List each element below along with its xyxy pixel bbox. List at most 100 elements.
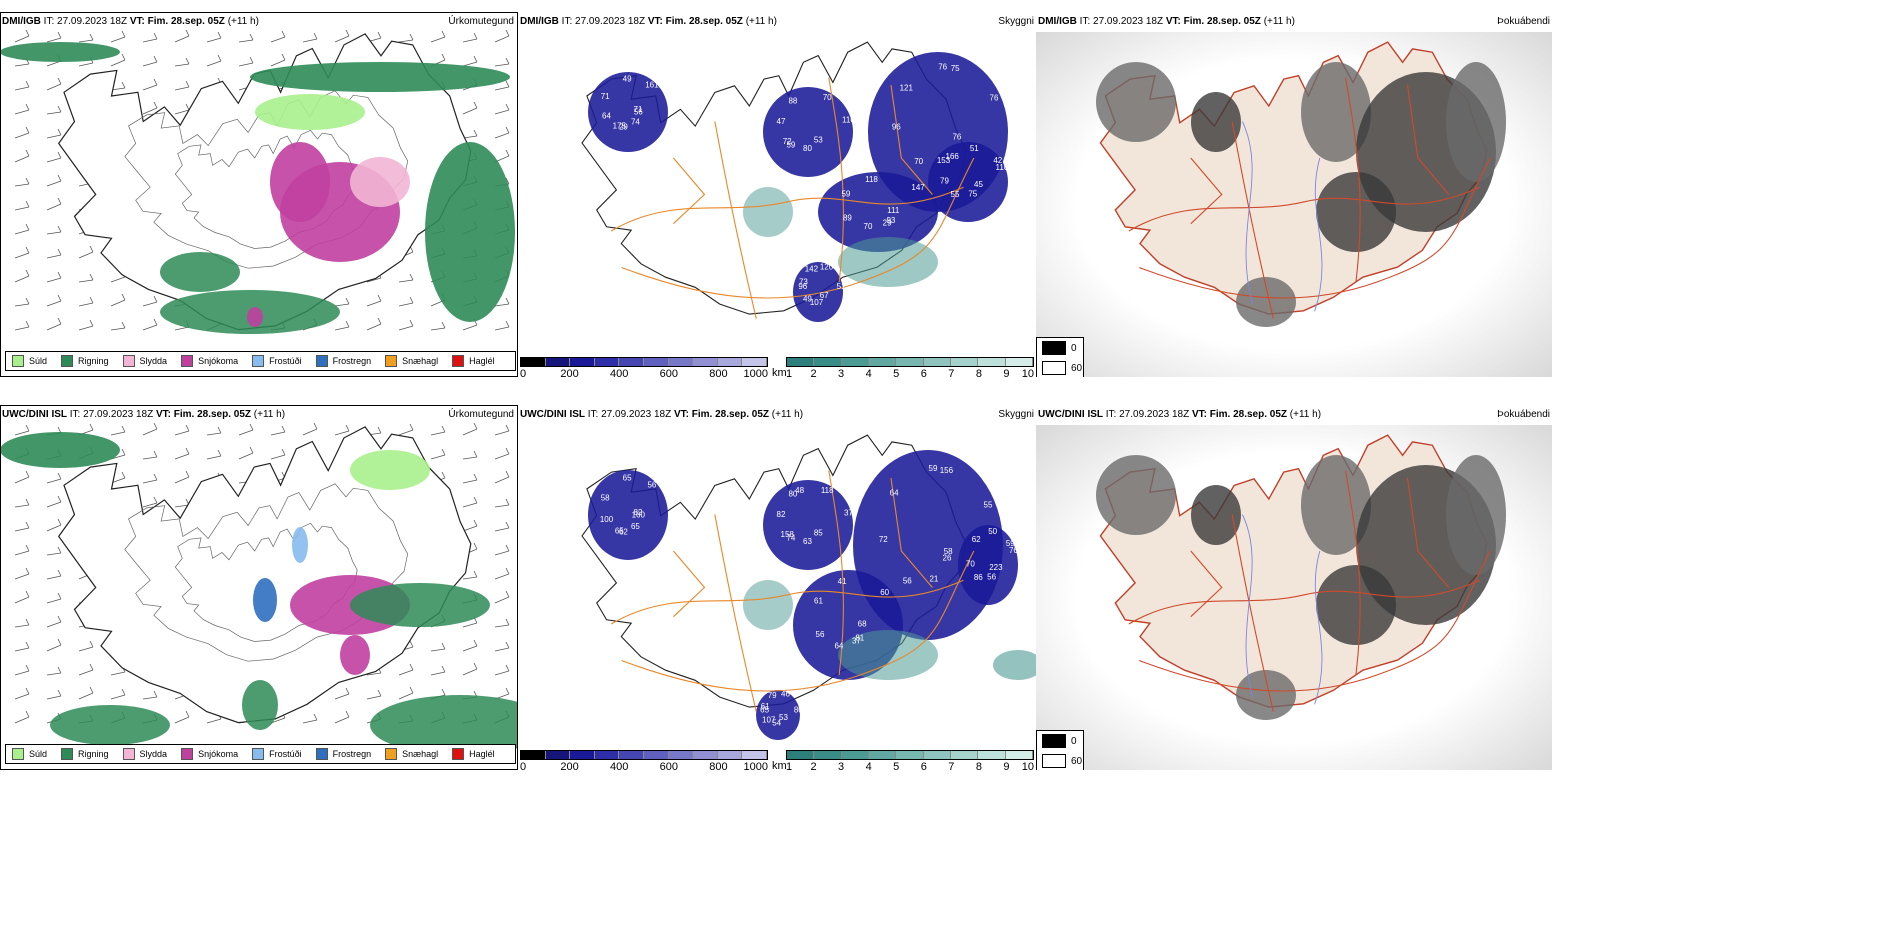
cloud-base-value: 93 bbox=[886, 216, 895, 225]
cloud-base-value: 58 bbox=[601, 494, 610, 503]
wind-barb bbox=[110, 688, 126, 700]
road-line bbox=[1139, 157, 1491, 299]
vt-label: VT: bbox=[1191, 409, 1207, 420]
cloud-base-area bbox=[928, 142, 1008, 222]
precip-map-bottom bbox=[0, 422, 518, 755]
road-line bbox=[672, 157, 706, 225]
fog-title: Þokuábendi bbox=[1497, 409, 1550, 420]
wind-barb bbox=[494, 641, 510, 652]
colorbar-tick-label: 1 bbox=[786, 761, 793, 770]
cloud-base-value: 107 bbox=[762, 716, 776, 725]
legend-item: Slydda bbox=[122, 748, 167, 760]
colorbar-segment bbox=[570, 751, 595, 759]
cloud-base-value: 86 bbox=[974, 573, 983, 582]
legend-label: Frostregn bbox=[332, 749, 372, 759]
legend-swatch bbox=[385, 355, 398, 367]
wind-barb bbox=[110, 425, 126, 436]
lead-time: (+11 h) bbox=[1289, 409, 1322, 420]
colorbar-segment bbox=[570, 358, 595, 366]
wind-barb bbox=[270, 30, 286, 43]
wind-barb bbox=[14, 590, 30, 604]
wind-barb bbox=[78, 663, 94, 676]
legend-item: Haglél bbox=[452, 355, 495, 367]
legend-item: Frostregn bbox=[315, 355, 372, 367]
colorbar-segment bbox=[521, 751, 546, 759]
cloud-base-value: 88 bbox=[788, 96, 797, 105]
cloud-base-value: 54 bbox=[772, 719, 781, 728]
wind-barb bbox=[398, 423, 414, 436]
wind-barb bbox=[46, 518, 62, 532]
road-line bbox=[621, 157, 975, 299]
colorbar-segment bbox=[978, 358, 1006, 366]
cloud-base-value: 21 bbox=[929, 575, 938, 584]
it-label: IT: bbox=[587, 409, 599, 420]
colorbar-segment bbox=[717, 751, 743, 759]
cloud-base-value: 118 bbox=[821, 486, 834, 495]
colorbar-tick-label: 2 bbox=[810, 761, 817, 770]
wind-barb bbox=[398, 663, 414, 676]
cloud-base-value: 64 bbox=[834, 642, 843, 651]
cloud-base-value: 160 bbox=[632, 511, 646, 520]
cloud-base-value: 161 bbox=[645, 80, 659, 89]
contour-line bbox=[124, 90, 409, 269]
wind-barb bbox=[14, 424, 30, 436]
vt-label: VT: bbox=[1165, 16, 1181, 27]
wind-barb bbox=[334, 297, 350, 307]
cloud-base-value: 64 bbox=[890, 489, 899, 498]
legend-swatch bbox=[61, 355, 74, 367]
cloud-base-value: 51 bbox=[970, 144, 979, 153]
cloud-base-value: 121 bbox=[900, 83, 914, 92]
wind-barb bbox=[14, 297, 30, 307]
colorbar-tick-label: 1000 bbox=[743, 761, 768, 770]
colorbar-tick-label: 7 bbox=[948, 761, 955, 770]
cloud-base-value: 74 bbox=[786, 534, 795, 543]
legend-label: Snjókoma bbox=[198, 356, 239, 366]
cloud-base-value: 59 bbox=[841, 190, 850, 199]
legend-swatch bbox=[452, 355, 465, 367]
cloud-base-value: 85 bbox=[814, 529, 823, 538]
cloud-base-value: 60 bbox=[880, 588, 889, 597]
wind-barb bbox=[46, 271, 62, 283]
legend-label: Slydda bbox=[139, 356, 168, 366]
cloud-base-value: 156 bbox=[940, 466, 954, 475]
road-line bbox=[1190, 157, 1223, 225]
legend-label: Haglél bbox=[469, 749, 495, 759]
wind-barb bbox=[46, 317, 62, 331]
river-line bbox=[1314, 157, 1323, 312]
low-visibility-area bbox=[993, 650, 1036, 680]
freezing-rain-area bbox=[253, 578, 277, 622]
low-visibility-area bbox=[743, 187, 793, 237]
wind-barb bbox=[462, 129, 478, 139]
wind-barb bbox=[142, 450, 158, 460]
colorbar-tick-label: 8 bbox=[975, 368, 982, 377]
fog-shade-area bbox=[1301, 455, 1371, 555]
cloud-base-value: 56 bbox=[647, 480, 656, 489]
cloud-base-area bbox=[763, 87, 853, 177]
cloud-base-value: 96 bbox=[798, 282, 807, 291]
wind-barb bbox=[142, 690, 158, 700]
visibility-colorbar: 1 2 3 4 5 6 7 8 9 10 km bbox=[772, 357, 1034, 377]
wind-barb bbox=[142, 32, 158, 43]
wind-barb bbox=[398, 33, 414, 43]
wind-barb bbox=[14, 320, 30, 331]
fog-legend-label: 60 bbox=[1071, 362, 1083, 374]
fog-shade-area bbox=[1236, 277, 1296, 327]
wind-barb bbox=[494, 320, 510, 331]
rain-area bbox=[0, 432, 120, 468]
cloud-base-value: 29 bbox=[883, 218, 892, 227]
cloud-base-value: 158 bbox=[781, 530, 795, 539]
fog-map-top bbox=[1036, 32, 1552, 377]
road-line bbox=[828, 77, 844, 283]
colorbar-tick-label: 1 bbox=[786, 368, 793, 377]
cloud-base-value: 50 bbox=[988, 527, 997, 536]
cloud-base-value: 70 bbox=[823, 93, 832, 102]
rivers bbox=[1241, 121, 1323, 312]
cloud-base-value: 75 bbox=[968, 190, 977, 199]
legend-item: Rigning bbox=[61, 748, 109, 760]
wind-barb bbox=[206, 54, 222, 67]
legend-label: Frostregn bbox=[332, 356, 372, 366]
lead-time: (+11 h) bbox=[253, 409, 286, 420]
wind-barb bbox=[366, 294, 382, 307]
cloud-base-value: 110 bbox=[996, 163, 1009, 172]
fog-map-bottom bbox=[1036, 425, 1552, 770]
